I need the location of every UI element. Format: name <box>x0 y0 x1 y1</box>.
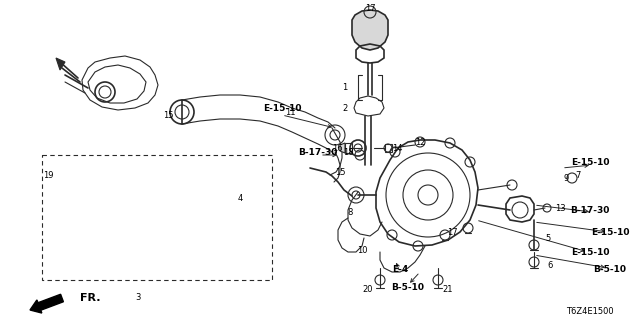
Text: E-4: E-4 <box>392 266 408 275</box>
Text: 20: 20 <box>363 285 373 294</box>
Text: 14: 14 <box>392 143 403 153</box>
Text: FR.: FR. <box>80 293 100 303</box>
Text: T6Z4E1500: T6Z4E1500 <box>566 308 614 316</box>
Text: 17: 17 <box>447 228 458 236</box>
Text: 16: 16 <box>332 143 342 153</box>
Text: 2: 2 <box>342 103 348 113</box>
Text: 12: 12 <box>415 138 425 147</box>
Text: 8: 8 <box>348 207 353 217</box>
Text: 19: 19 <box>43 171 53 180</box>
Text: 15: 15 <box>163 110 173 119</box>
Polygon shape <box>352 10 388 50</box>
Text: 17: 17 <box>365 4 375 12</box>
Text: E-15-10: E-15-10 <box>571 157 609 166</box>
Polygon shape <box>340 143 345 153</box>
Polygon shape <box>56 58 65 70</box>
Text: B-5-10: B-5-10 <box>392 284 424 292</box>
Text: 21: 21 <box>443 285 453 294</box>
Text: 7: 7 <box>575 171 580 180</box>
Text: 4: 4 <box>237 194 243 203</box>
Text: E-15-10: E-15-10 <box>571 247 609 257</box>
Text: B-5-10: B-5-10 <box>593 266 627 275</box>
Text: 13: 13 <box>555 204 565 212</box>
Text: B-17-30: B-17-30 <box>570 205 610 214</box>
Text: B-17-30: B-17-30 <box>298 148 338 156</box>
Text: E-15-10: E-15-10 <box>263 103 301 113</box>
Text: 6: 6 <box>547 260 553 269</box>
Bar <box>42 155 272 280</box>
Text: 5: 5 <box>545 234 550 243</box>
Text: 11: 11 <box>285 108 295 116</box>
Text: 9: 9 <box>563 173 568 182</box>
Text: 15: 15 <box>335 167 345 177</box>
Text: 1: 1 <box>342 83 348 92</box>
Text: 10: 10 <box>356 245 367 254</box>
Text: E-15-10: E-15-10 <box>591 228 629 236</box>
Text: 3: 3 <box>135 293 141 302</box>
Text: 18: 18 <box>342 148 353 156</box>
FancyArrow shape <box>30 294 63 313</box>
